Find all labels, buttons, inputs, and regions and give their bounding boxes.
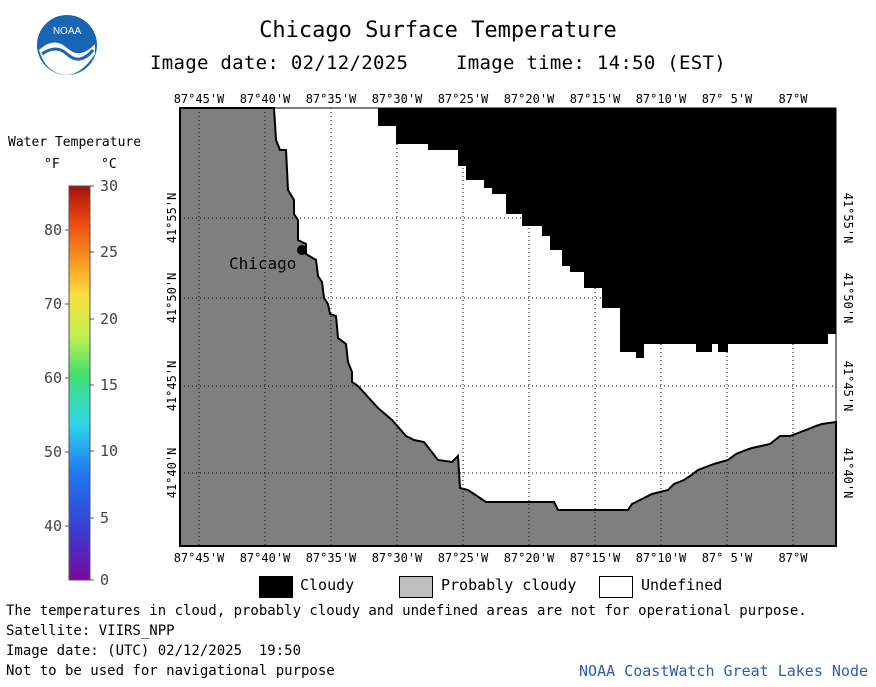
temperature-map: 87°45'W 87°40'W 87°35'W 87°30'W 87°25'W 87°20… (166, 92, 855, 565)
lat-label-right: 41°40'N (841, 448, 855, 499)
lat-label-left: 41°45'N (166, 361, 179, 412)
lat-label-left: 41°50'N (166, 273, 179, 324)
lon-label-top: 87° 5'W (702, 92, 753, 106)
subtitle: Image date: 02/12/2025 Image time: 14:50… (0, 52, 876, 74)
c-tick-label: 15 (100, 376, 118, 394)
lon-label-top: 87°30'W (372, 92, 423, 106)
lon-label-bottom: 87°10'W (636, 551, 687, 565)
lon-ticks-top: 87°45'W 87°40'W 87°35'W 87°30'W 87°25'W 87°20… (174, 92, 809, 106)
legend-swatch-probably-cloudy (399, 576, 433, 598)
lon-label-bottom: 87°45'W (174, 551, 225, 565)
legend-label-undefined: Undefined (641, 576, 723, 594)
lon-label-top: 87°20'W (504, 92, 555, 106)
lon-label-bottom: 87°40'W (240, 551, 291, 565)
lat-ticks-right: 41°55'N 41°50'N 41°45'N 41°40'N (841, 193, 855, 499)
map-frame (179, 107, 837, 547)
f-tick-label: 60 (44, 369, 62, 387)
chicago-marker (297, 245, 307, 255)
logo-text: NOAA (53, 26, 82, 37)
lon-label-top: 87°45'W (174, 92, 225, 106)
lon-label-top: 87°35'W (306, 92, 357, 106)
lon-label-top: 87°10'W (636, 92, 687, 106)
lon-ticks-bottom: 87°45'W 87°40'W 87°35'W 87°30'W 87°25'W 87°20… (174, 551, 809, 565)
lat-label-left: 41°40'N (166, 448, 179, 499)
c-tick-label: 0 (100, 571, 109, 589)
fahrenheit-ticks: 80 70 60 50 40 (44, 221, 69, 535)
navigation-warning: Not to be used for navigational purpose (6, 663, 335, 679)
lat-label-left: 41°55'N (166, 193, 179, 244)
lon-label-bottom: 87°15'W (570, 551, 621, 565)
lat-label-right: 41°55'N (841, 193, 855, 244)
lon-label-bottom: 87° 5'W (702, 551, 753, 565)
c-tick-label: 20 (100, 310, 118, 328)
lat-label-right: 41°50'N (841, 273, 855, 324)
f-tick-label: 40 (44, 517, 62, 535)
map-grid (180, 108, 836, 546)
image-date-label: Image date: 02/12/2025 (149, 52, 409, 74)
cloud-region (378, 108, 836, 358)
noaa-logo: NOAA (37, 15, 97, 75)
land-region (179, 107, 837, 547)
lon-label-top: 87°40'W (240, 92, 291, 106)
c-tick-label: 5 (100, 509, 109, 527)
colorbar-gradient (68, 185, 91, 581)
legend-swatch-cloudy (259, 576, 293, 598)
lon-label-bottom: 87°20'W (504, 551, 555, 565)
disclaimer-text: The temperatures in cloud, probably clou… (6, 603, 807, 619)
satellite-text: Satellite: VIIRS_NPP (6, 623, 175, 639)
lon-label-bottom: 87°W (779, 551, 809, 565)
c-tick-label: 25 (100, 243, 118, 261)
page-title: Chicago Surface Temperature (259, 18, 617, 43)
celsius-ticks: 30 25 20 15 10 5 0 (90, 180, 118, 589)
f-tick-label: 70 (44, 295, 62, 313)
lon-label-top: 87°W (779, 92, 809, 106)
lon-label-bottom: 87°30'W (372, 551, 423, 565)
f-tick-label: 50 (44, 443, 62, 461)
legend-label-probably-cloudy: Probably cloudy (441, 576, 577, 594)
unit-celsius: °C (101, 157, 117, 172)
credit-text: NOAA CoastWatch Great Lakes Node (579, 662, 868, 680)
c-tick-label: 30 (100, 180, 118, 195)
lat-ticks-left: 41°55'N 41°50'N 41°45'N 41°40'N (166, 193, 179, 499)
lon-label-top: 87°15'W (570, 92, 621, 106)
c-tick-label: 10 (100, 442, 118, 460)
lon-label-top: 87°25'W (438, 92, 489, 106)
legend-label-cloudy: Cloudy (300, 576, 355, 594)
lat-label-right: 41°45'N (841, 361, 855, 412)
utc-date-text: Image date: (UTC) 02/12/2025 19:50 (6, 643, 302, 659)
image-time-label: Image time: 14:50 (EST) (456, 52, 726, 74)
unit-fahrenheit: °F (44, 157, 60, 172)
legend-swatch-undefined (599, 576, 633, 598)
lon-label-bottom: 87°25'W (438, 551, 489, 565)
lon-label-bottom: 87°35'W (306, 551, 357, 565)
colorbar-title: Water Temperature (8, 135, 142, 150)
chicago-label: Chicago (229, 254, 296, 273)
f-tick-label: 80 (44, 221, 62, 239)
